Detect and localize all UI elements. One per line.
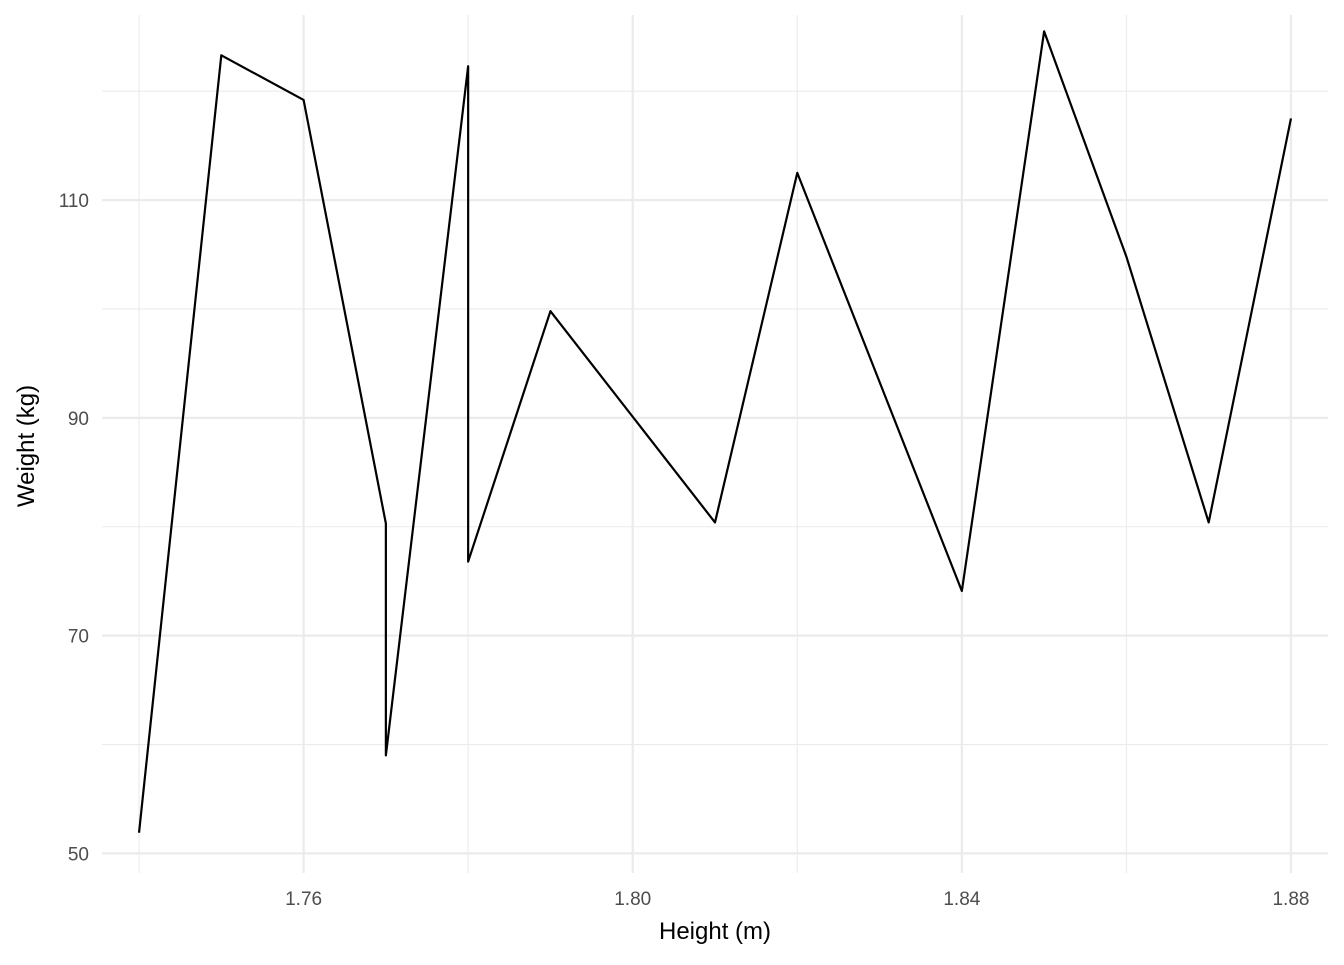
x-tick-label: 1.76 [285, 889, 322, 910]
series-layer [137, 30, 1293, 833]
y-axis-title: Weight (kg) [13, 385, 40, 507]
x-axis-ticks: 1.76 1.80 1.84 1.88 [285, 889, 1309, 910]
y-tick-label: 90 [68, 409, 89, 430]
series-line [137, 30, 1293, 833]
grid [102, 15, 1328, 873]
x-tick-label: 1.88 [1272, 889, 1309, 910]
x-tick-label: 1.80 [614, 889, 651, 910]
y-tick-label: 110 [59, 191, 89, 212]
x-tick-label: 1.84 [943, 889, 980, 910]
y-axis-ticks: 50 70 90 110 [59, 191, 89, 865]
y-tick-label: 70 [68, 627, 89, 648]
y-tick-label: 50 [68, 844, 89, 865]
x-axis-title: Height (m) [659, 918, 771, 945]
